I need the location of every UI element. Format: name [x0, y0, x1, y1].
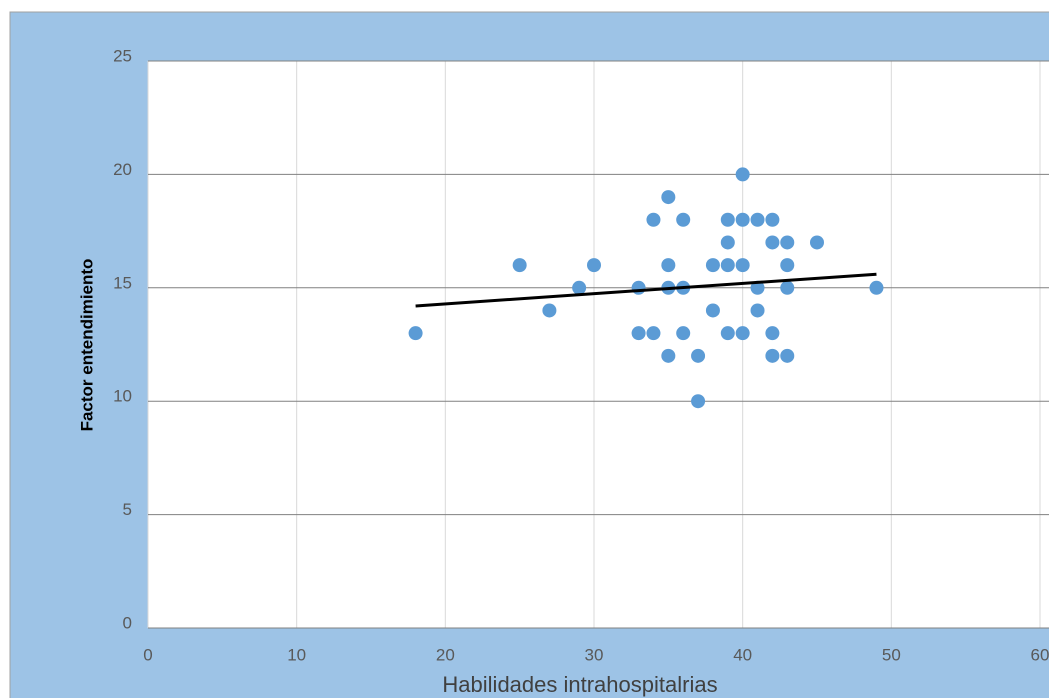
point: [780, 280, 795, 295]
x-tick-label: 0: [143, 645, 152, 664]
point: [408, 326, 423, 341]
point: [646, 212, 661, 227]
point: [542, 303, 557, 318]
plot-area: [148, 61, 1049, 628]
point: [646, 326, 661, 341]
point: [587, 258, 601, 273]
point: [720, 258, 735, 273]
point: [780, 258, 795, 273]
point: [765, 326, 780, 341]
y-tick-label: 15: [113, 273, 132, 292]
point: [705, 258, 720, 273]
point: [735, 212, 750, 227]
point: [780, 348, 795, 363]
point: [661, 258, 676, 273]
y-tick-label: 0: [123, 613, 132, 632]
x-tick-label: 60: [1031, 645, 1049, 664]
point: [705, 303, 720, 318]
point: [750, 212, 765, 227]
point: [750, 303, 765, 318]
trendline: [415, 272, 877, 308]
point: [780, 235, 795, 250]
point: [765, 212, 780, 227]
y-tick-label: 20: [113, 160, 132, 179]
point: [720, 212, 735, 227]
x-tick-label: 30: [585, 645, 604, 664]
point: [676, 326, 691, 341]
y-tick-label: 25: [113, 46, 132, 65]
point: [735, 326, 750, 341]
point: [691, 348, 706, 363]
x-tick-label: 50: [882, 645, 901, 664]
x-tick-label: 10: [287, 645, 306, 664]
point: [661, 190, 676, 205]
y-tick-label: 5: [123, 500, 132, 519]
point: [810, 235, 824, 250]
x-axis-title: Habilidades intrahospitalrias: [442, 672, 717, 697]
point: [869, 280, 884, 295]
x-tick-label: 40: [733, 645, 752, 664]
point: [691, 394, 706, 409]
point: [750, 280, 765, 295]
point: [765, 235, 780, 250]
point: [735, 258, 750, 273]
point: [631, 326, 646, 341]
point: [512, 258, 527, 273]
x-tick-label: 20: [436, 645, 455, 664]
y-tick-label: 10: [113, 387, 132, 406]
point: [572, 280, 587, 295]
point: [661, 348, 676, 363]
point: [720, 326, 735, 341]
point: [676, 212, 691, 227]
point: [765, 348, 780, 363]
y-axis-title: Factor entendimiento: [77, 259, 96, 432]
point: [631, 280, 646, 295]
point: [720, 235, 735, 250]
point: [735, 167, 750, 182]
